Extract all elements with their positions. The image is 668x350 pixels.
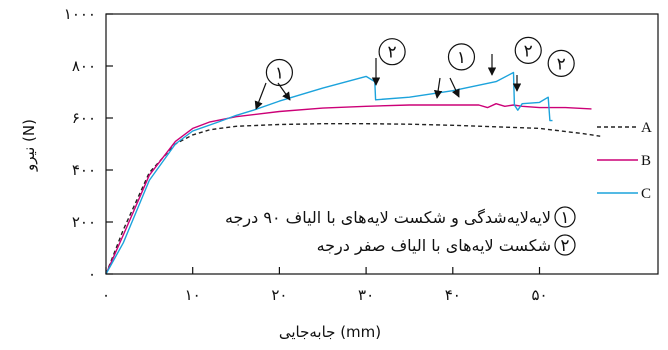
marker-circle	[547, 49, 575, 78]
x-tick-label: ۱۰	[185, 286, 201, 304]
marker-arrow	[449, 77, 460, 98]
y-axis-label: نیرو (N)	[20, 119, 38, 172]
y-tick-label: ۲۰۰	[72, 213, 96, 231]
axis-layer: ۰ ۲۰۰ ۴۰۰ ۶۰۰ ۸۰۰ ۱۰۰۰ ۰ ۱۰ ۲۰ ۳۰ ۴۰ ۵۰	[64, 5, 548, 304]
x-tick-label: ۴۰	[445, 286, 461, 304]
marker-circle	[447, 43, 476, 71]
annotation-1: ۱ لایه‌لایه‌شدگی و شکست لایه‌های با الیا…	[225, 206, 576, 228]
annotation-marker-2	[554, 234, 576, 256]
marker-circle	[514, 36, 542, 65]
marker-arrow	[433, 77, 443, 99]
x-axis-label: جابه‌جایی (mm)	[279, 323, 381, 341]
y-tick-label: ۰	[88, 265, 96, 283]
annotation-text-2: شکست لایه‌های با الیاف صفر درجه	[317, 236, 551, 256]
x-tick-label: ۲۰	[271, 286, 287, 304]
x-tick-label: ۳۰	[358, 286, 374, 304]
marker-label: ۱	[275, 64, 284, 84]
x-tick-label: ۰	[102, 286, 110, 304]
y-tick-label: ۶۰۰	[72, 109, 96, 127]
marker-label: ۱	[457, 48, 466, 68]
marker-circle	[378, 38, 406, 66]
annotation-2: ۲ شکست لایه‌های با الیاف صفر درجه	[317, 234, 576, 256]
legend-label-C: C	[641, 186, 651, 202]
y-tick-label: ۴۰۰	[72, 161, 96, 179]
annotation-marker-2-label: ۲	[560, 236, 569, 256]
plot-frame	[105, 13, 659, 275]
marker-label: ۲	[557, 54, 566, 74]
legend-label-A: A	[641, 120, 652, 136]
series-line-B	[105, 102, 592, 275]
annotation-marker-1-label: ۱	[560, 208, 569, 228]
annotation-marker-1	[554, 206, 576, 228]
annotation-text-1: لایه‌لایه‌شدگی و شکست لایه‌های با الیاف …	[225, 208, 551, 228]
marker-layer: ۱ ۲ ۱ ۲ ۲	[254, 36, 575, 110]
legend-label-B: B	[641, 153, 651, 169]
y-tick-label: ۱۰۰۰	[64, 5, 96, 23]
legend: A B C	[597, 120, 652, 202]
marker-arrow	[254, 82, 267, 110]
marker-label: ۲	[524, 41, 533, 61]
marker-arrow	[277, 82, 291, 101]
marker-label: ۲	[388, 43, 397, 63]
series-line-C	[105, 71, 553, 275]
series-layer	[105, 71, 601, 275]
y-tick-label: ۸۰۰	[72, 57, 96, 75]
x-tick-label: ۵۰	[531, 286, 547, 304]
